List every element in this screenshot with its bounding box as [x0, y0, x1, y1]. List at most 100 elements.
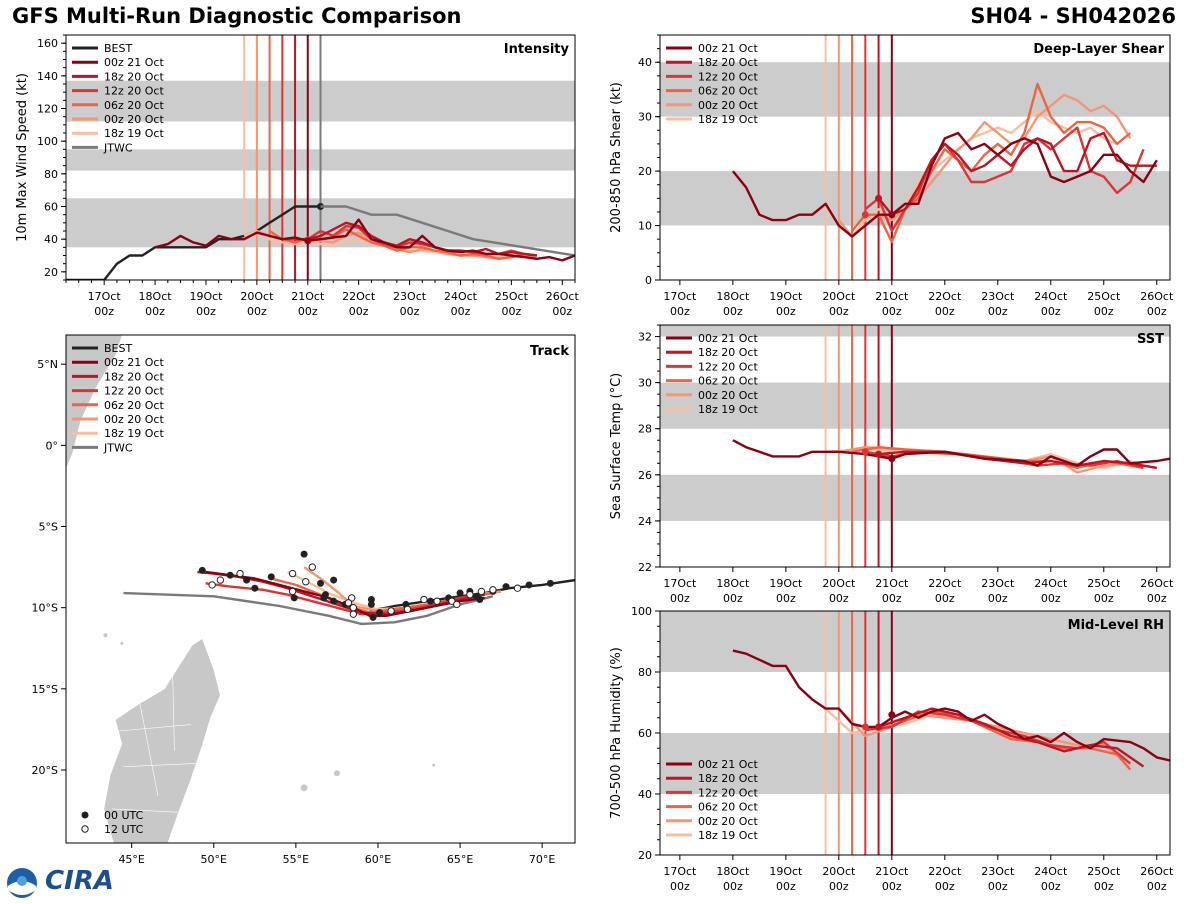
rh-xtick-label: 26Oct: [1140, 865, 1174, 878]
sst-xtick-label: 21Oct: [875, 577, 909, 590]
madagascar-border: [123, 763, 196, 768]
intensity-xtick-label: 00z: [451, 305, 471, 318]
rh-xtick-label: 24Oct: [1034, 865, 1068, 878]
track-point-12utc: [489, 586, 497, 594]
rh-series-18z-20-oct: [878, 707, 1145, 768]
island: [103, 633, 108, 638]
sst-xtick-label: 00z: [1147, 592, 1167, 605]
shear-xtick-label: 18Oct: [716, 290, 750, 303]
track-point-12utc: [387, 607, 395, 615]
sst-xtick-label: 00z: [988, 592, 1008, 605]
sst-ytick-label: 30: [638, 377, 652, 390]
sst-xtick-label: 00z: [723, 592, 743, 605]
noaa-emblem-icon: [7, 868, 37, 898]
shear-xtick-label: 24Oct: [1034, 290, 1068, 303]
sst-xtick-label: 17Oct: [663, 577, 697, 590]
sst-xtick-label: 19Oct: [769, 577, 803, 590]
track-point-00utc: [369, 613, 377, 621]
intensity-ytick-label: 140: [37, 70, 58, 83]
intensity-ylabel: 10m Max Wind Speed (kt): [15, 73, 30, 242]
africa-landmass: [66, 335, 123, 470]
track-ytick-label: 10°S: [32, 602, 58, 615]
rh-ytick-label: 40: [638, 788, 652, 801]
intensity-xtick-label: 17Oct: [88, 290, 122, 303]
sst-xtick-label: 25Oct: [1087, 577, 1121, 590]
track-legend-label: 00 UTC: [104, 809, 144, 822]
track-point-00utc: [330, 597, 338, 605]
intensity-ytick-label: 60: [44, 201, 58, 214]
shear-xtick-label: 00z: [1041, 305, 1061, 318]
intensity-ytick-label: 20: [44, 266, 58, 279]
figure-title: GFS Multi-Run Diagnostic Comparison: [12, 4, 462, 28]
shear-xtick-label: 25Oct: [1087, 290, 1121, 303]
intensity-ytick-label: 40: [44, 233, 58, 246]
intensity-xtick-label: 24Oct: [444, 290, 478, 303]
shear-xtick-label: 00z: [670, 305, 690, 318]
track-xtick-label: 50°E: [201, 853, 227, 866]
rh-xtick-label: 00z: [670, 880, 690, 893]
track-point-12utc: [349, 610, 358, 618]
rh-legend-label: 12z 20 Oct: [698, 786, 758, 799]
rh-xtick-label: 00z: [988, 880, 1008, 893]
track-point-00utc: [456, 589, 464, 597]
track-point-00utc: [546, 579, 554, 587]
track-ytick-label: 15°S: [32, 683, 58, 696]
intensity-panel: 20 40 60 80 100 120 140 160 17Oct 00z 18Oct 00z 19Oc…: [15, 34, 579, 318]
intensity-legend-label: 18z 19 Oct: [104, 127, 164, 140]
intensity-xtick-label: 00z: [349, 305, 369, 318]
intensity-legend-label: 00z 20 Oct: [104, 113, 164, 126]
track-point-00utc: [427, 597, 435, 605]
shear-xtick-label: 21Oct: [875, 290, 909, 303]
track-point-00utc: [320, 594, 328, 602]
sst-xtick-label: 00z: [935, 592, 955, 605]
intensity-ytick-label: 80: [44, 168, 58, 181]
track-legend-label: BEST: [104, 342, 132, 355]
track-ytick-label: 0°: [46, 439, 59, 452]
island: [300, 784, 308, 792]
track-legend-label: 06z 20 Oct: [104, 399, 164, 412]
intensity-ytick-label: 100: [37, 135, 58, 148]
intensity-legend-label: 12z 20 Oct: [104, 85, 164, 98]
track-point-12utc: [288, 569, 297, 578]
shear-ytick-label: 30: [638, 111, 652, 124]
sst-ytick-label: 28: [638, 423, 652, 436]
track-point-00utc: [525, 581, 533, 589]
track-xtick-label: 70°E: [529, 853, 555, 866]
rh-xtick-label: 00z: [723, 880, 743, 893]
intensity-xtick-label: 00z: [145, 305, 165, 318]
madagascar-landmass: [103, 638, 221, 843]
intensity-panel-title: Intensity: [504, 42, 570, 57]
intensity-series-best: [66, 205, 321, 280]
shear-xtick-label: 19Oct: [769, 290, 803, 303]
rh-xtick-label: 20Oct: [822, 865, 856, 878]
shear-ytick-label: 40: [638, 56, 652, 69]
sst-legend-label: 00z 20 Oct: [698, 389, 758, 402]
shear-xtick-label: 00z: [723, 305, 743, 318]
cira-logo-text: CIRA: [45, 866, 114, 896]
shear-ytick-label: 20: [638, 165, 652, 178]
shear-ytick-label: 0: [645, 274, 652, 287]
shear-legend-label: 06z 20 Oct: [698, 85, 758, 98]
intensity-xtick-label: 25Oct: [495, 290, 529, 303]
sst-xtick-label: 24Oct: [1034, 577, 1068, 590]
track-point-00utc: [367, 600, 375, 608]
track-point-12utc: [433, 597, 441, 605]
intensity-legend-label: 18z 20 Oct: [104, 70, 164, 83]
sst-legend-label: 18z 20 Oct: [698, 346, 758, 359]
sst-xtick-label: 22Oct: [928, 577, 962, 590]
track-point-00utc: [476, 596, 484, 604]
rh-ylabel: 700-500 hPa Humidity (%): [609, 647, 624, 819]
madagascar-border: [111, 808, 178, 813]
track-point-00utc: [226, 571, 234, 579]
rh-panel: 20 40 60 80 100 17Oct 00z 18Oct 00z 19Oct 00z 20Oct…: [609, 605, 1174, 893]
shear-ylabel: 200-850 hPa Shear (kt): [609, 82, 624, 233]
shear-xtick-label: 00z: [776, 305, 796, 318]
rh-xtick-label: 00z: [1094, 880, 1114, 893]
track-xtick-label: 60°E: [365, 853, 391, 866]
sst-legend-label: 06z 20 Oct: [698, 375, 758, 388]
rh-legend-label: 18z 20 Oct: [698, 772, 758, 785]
sst-xtick-label: 00z: [882, 592, 902, 605]
track-point-00utc: [502, 583, 510, 591]
shear-xtick-label: 26Oct: [1140, 290, 1174, 303]
rh-xtick-label: 21Oct: [875, 865, 909, 878]
